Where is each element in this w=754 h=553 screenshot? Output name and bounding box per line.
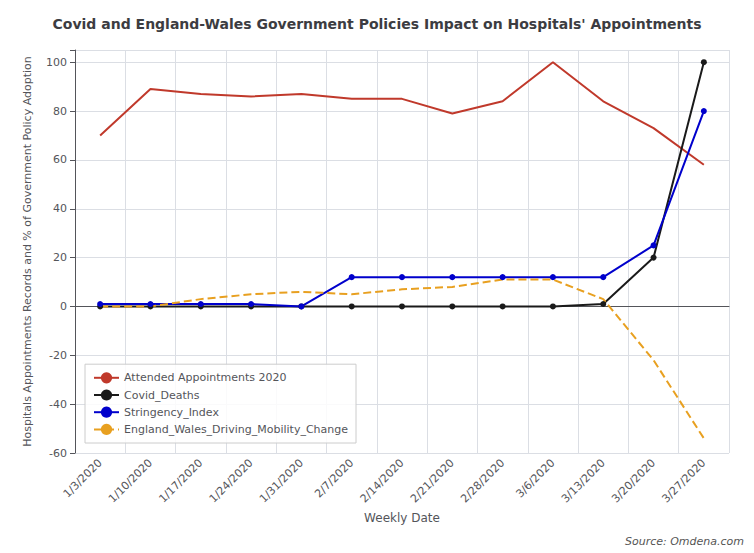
svg-text:Covid and England-Wales Govern: Covid and England-Wales Government Polic… [53,16,702,32]
svg-text:40: 40 [53,202,67,215]
svg-text:3/27/2020: 3/27/2020 [659,456,708,505]
svg-text:Source: Omdena.com: Source: Omdena.com [625,535,744,548]
svg-text:1/31/2020: 1/31/2020 [257,456,306,505]
svg-text:2/28/2020: 2/28/2020 [458,456,507,505]
svg-text:2/14/2020: 2/14/2020 [358,456,407,505]
svg-text:1/3/2020: 1/3/2020 [61,456,105,500]
svg-text:3/13/2020: 3/13/2020 [559,456,608,505]
svg-text:-60: -60 [49,447,67,460]
svg-text:80: 80 [53,105,67,118]
svg-text:0: 0 [60,300,67,313]
svg-text:Hospitals Appointments Records: Hospitals Appointments Records and % of … [21,56,34,446]
svg-text:Weekly Date: Weekly Date [364,511,440,525]
svg-text:1/10/2020: 1/10/2020 [106,456,155,505]
svg-text:20: 20 [53,251,67,264]
svg-text:1/24/2020: 1/24/2020 [207,456,256,505]
svg-text:-20: -20 [49,349,67,362]
svg-text:3/20/2020: 3/20/2020 [609,456,658,505]
svg-text:2/7/2020: 2/7/2020 [312,456,356,500]
svg-text:1/17/2020: 1/17/2020 [156,456,205,505]
svg-text:-40: -40 [49,398,67,411]
svg-text:60: 60 [53,153,67,166]
svg-text:Attended Appointments 2020: Attended Appointments 2020 [124,371,286,384]
svg-text:2/21/2020: 2/21/2020 [408,456,457,505]
svg-text:England_Wales_Driving_Mobility: England_Wales_Driving_Mobility_Change [124,423,348,436]
svg-text:Stringency_Index: Stringency_Index [124,406,219,419]
svg-text:3/6/2020: 3/6/2020 [513,456,557,500]
svg-text:100: 100 [46,56,67,69]
svg-text:Covid_Deaths: Covid_Deaths [124,389,200,402]
